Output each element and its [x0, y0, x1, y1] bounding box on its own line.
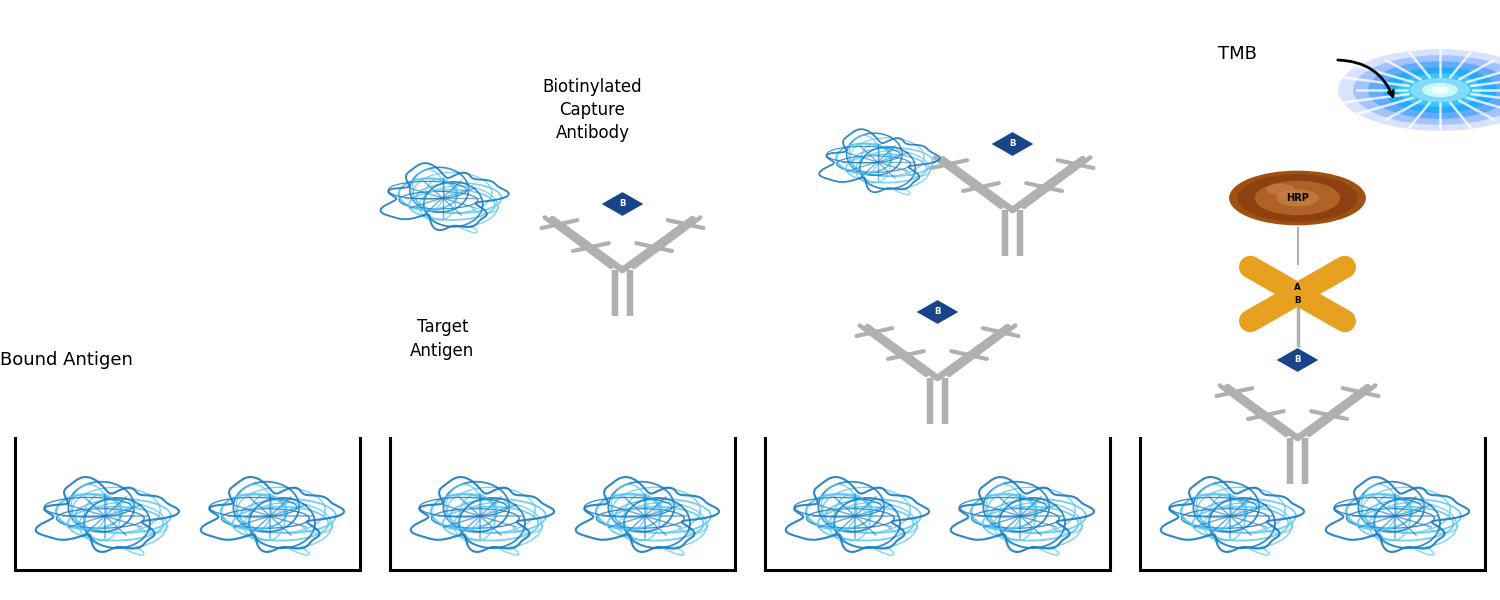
Circle shape — [1422, 83, 1458, 97]
Text: A: A — [1294, 283, 1300, 292]
Circle shape — [1431, 86, 1449, 94]
Text: Biotinylated
Capture
Antibody: Biotinylated Capture Antibody — [543, 78, 642, 142]
Polygon shape — [600, 191, 645, 217]
Circle shape — [1238, 174, 1358, 222]
Text: TMB: TMB — [1218, 45, 1257, 63]
Text: HRP: HRP — [1286, 193, 1310, 203]
Circle shape — [1383, 67, 1497, 113]
Circle shape — [1254, 181, 1341, 215]
Circle shape — [1266, 184, 1294, 195]
Circle shape — [1410, 78, 1470, 102]
Text: Target
Antigen: Target Antigen — [411, 318, 474, 359]
Text: B: B — [934, 307, 940, 317]
Circle shape — [1368, 61, 1500, 119]
Text: B: B — [1294, 355, 1300, 364]
Circle shape — [1398, 73, 1482, 107]
Polygon shape — [1275, 347, 1320, 373]
Polygon shape — [990, 131, 1035, 157]
Circle shape — [1338, 49, 1500, 131]
Circle shape — [1228, 170, 1366, 226]
Text: B: B — [1010, 139, 1016, 148]
Polygon shape — [915, 299, 960, 325]
Text: Bound Antigen: Bound Antigen — [0, 351, 134, 369]
Circle shape — [1353, 55, 1500, 125]
Circle shape — [1416, 80, 1464, 100]
Text: B: B — [1294, 296, 1300, 305]
Text: B: B — [620, 199, 626, 208]
Circle shape — [1276, 190, 1318, 206]
